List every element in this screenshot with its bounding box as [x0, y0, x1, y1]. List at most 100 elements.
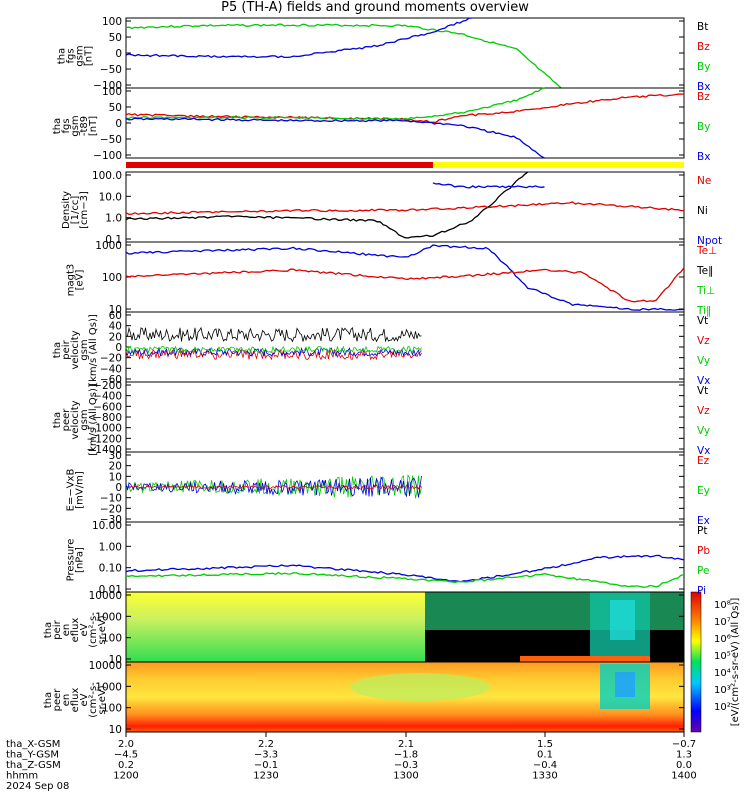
legend-entry: Vx — [697, 375, 710, 387]
panel-frame — [125, 661, 685, 733]
y-axis-label: tha — [52, 342, 63, 358]
y-axis-label: gsm — [79, 409, 90, 430]
y-tick-label: −100 — [93, 80, 122, 92]
x-axis-row-label: hhmm — [6, 771, 38, 782]
x-axis-value: 0.2 — [118, 760, 134, 771]
y-axis-label: -t89 — [79, 116, 90, 136]
legend-entry: Ni — [697, 205, 708, 217]
legend-entry: Te⊥ — [696, 245, 717, 257]
y-tick-label: 10 — [109, 654, 122, 666]
x-axis-value: −4.5 — [114, 750, 138, 761]
panel-frame — [125, 241, 685, 313]
x-axis-value: 2.0 — [118, 739, 134, 750]
y-tick-label: −400 — [93, 391, 122, 403]
y-tick-label: −10 — [100, 493, 122, 505]
colorbar-tick: 10⁶ — [714, 634, 731, 645]
colorbar — [690, 591, 702, 733]
legend-entry: Ti⊥ — [696, 285, 715, 297]
x-axis-row-label: tha_X-GSM — [6, 739, 60, 750]
series-line-Ti — [125, 244, 685, 311]
legend-entry: Ne — [697, 175, 711, 187]
y-axis-label: Pressure — [66, 539, 77, 582]
x-axis-value: 1.3 — [676, 750, 692, 761]
y-axis-label: tha — [52, 412, 63, 428]
y-axis-label: velocity — [70, 330, 81, 369]
legend-entry: Pb — [697, 545, 710, 557]
series-line-By — [125, 87, 545, 121]
y-axis-label: [km/s (All Qs)] — [88, 384, 99, 456]
y-axis-label: gsm — [75, 45, 86, 66]
panel-frame — [125, 17, 685, 89]
y-tick-label: 20 — [109, 461, 122, 473]
x-axis-value: 1330 — [532, 771, 557, 782]
y-tick-label: −800 — [93, 412, 122, 424]
legend-entry: Bx — [697, 151, 710, 163]
y-axis-label: eflux — [70, 688, 81, 713]
series-line-By — [125, 23, 562, 89]
y-tick-label: 40 — [109, 321, 122, 333]
x-axis-value: −0.4 — [533, 760, 557, 771]
peir-spectrogram — [126, 592, 684, 662]
legend-entry: Vz — [697, 335, 710, 347]
y-tick-label: −1200 — [86, 433, 122, 445]
y-tick-label: −1000 — [86, 423, 122, 435]
y-axis-label: peer — [52, 688, 63, 712]
series-line-Ne — [125, 201, 685, 215]
y-tick-label: 100 — [102, 633, 122, 645]
legend-entry: Vy — [697, 355, 710, 367]
x-axis-value: −0.1 — [254, 760, 278, 771]
legend-entry: Bz — [697, 91, 710, 103]
y-tick-label: 100 — [102, 16, 122, 28]
y-tick-label: 100 — [102, 86, 122, 98]
y-tick-label: 60 — [109, 310, 122, 322]
legend-entry: Ti‖ — [696, 305, 711, 317]
y-tick-label: −20 — [100, 503, 122, 515]
noise-series — [125, 326, 422, 343]
x-axis-value: 2.2 — [258, 739, 274, 750]
y-axis-label: tha — [57, 48, 68, 64]
y-tick-label: 0 — [115, 342, 122, 354]
x-axis-value: −3.3 — [254, 750, 278, 761]
x-axis-value: 1230 — [253, 771, 278, 782]
y-axis-label: eflux — [70, 618, 81, 643]
y-tick-label: 50 — [109, 32, 122, 44]
legend-entry: Te‖ — [696, 265, 713, 277]
panel-frame — [125, 311, 685, 383]
y-tick-label: 10 — [109, 304, 122, 316]
y-axis-label: Density — [61, 191, 72, 229]
y-axis-label: tha — [43, 622, 54, 638]
noise-series — [125, 345, 422, 354]
x-axis-value: 1200 — [113, 771, 138, 782]
x-axis-row-label: tha_Y-GSM — [6, 750, 59, 761]
y-axis-label: magt3 — [66, 264, 77, 297]
series-line-Bz — [125, 93, 685, 124]
y-axis-label: en — [61, 694, 72, 707]
y-axis-label: peer — [61, 408, 72, 432]
legend-entry: Vt — [697, 315, 708, 327]
y-tick-label: −60 — [100, 374, 122, 386]
y-axis-label: sr-eV) — [97, 685, 108, 714]
noise-series — [125, 474, 422, 499]
y-tick-label: −50 — [100, 134, 122, 146]
y-tick-label: 100 — [102, 703, 122, 715]
legend-entry: Bx — [697, 81, 710, 93]
y-axis-label: gsm — [70, 115, 81, 136]
x-axis-value: −0.3 — [394, 760, 418, 771]
y-tick-label: −30 — [100, 514, 122, 526]
legend-entry: Vz — [697, 405, 710, 417]
colorbar-tick: 10⁸ — [714, 600, 731, 611]
noise-series — [125, 346, 422, 358]
y-axis-label: fgs — [66, 48, 77, 63]
y-axis-label: en — [61, 624, 72, 637]
legend-entry: Pe — [697, 565, 709, 577]
y-tick-label: 10 — [109, 724, 122, 736]
y-axis-label: gsm — [79, 339, 90, 360]
colorbar-tick: 10⁷ — [714, 617, 731, 628]
peer-spectrogram — [126, 656, 684, 732]
legend-entry: By — [697, 121, 710, 133]
colorbar-tick: 10⁴ — [714, 668, 731, 679]
series-line-Pe — [125, 571, 685, 588]
y-axis-label: eV — [79, 693, 90, 706]
y-tick-label: 1.00 — [99, 541, 122, 553]
